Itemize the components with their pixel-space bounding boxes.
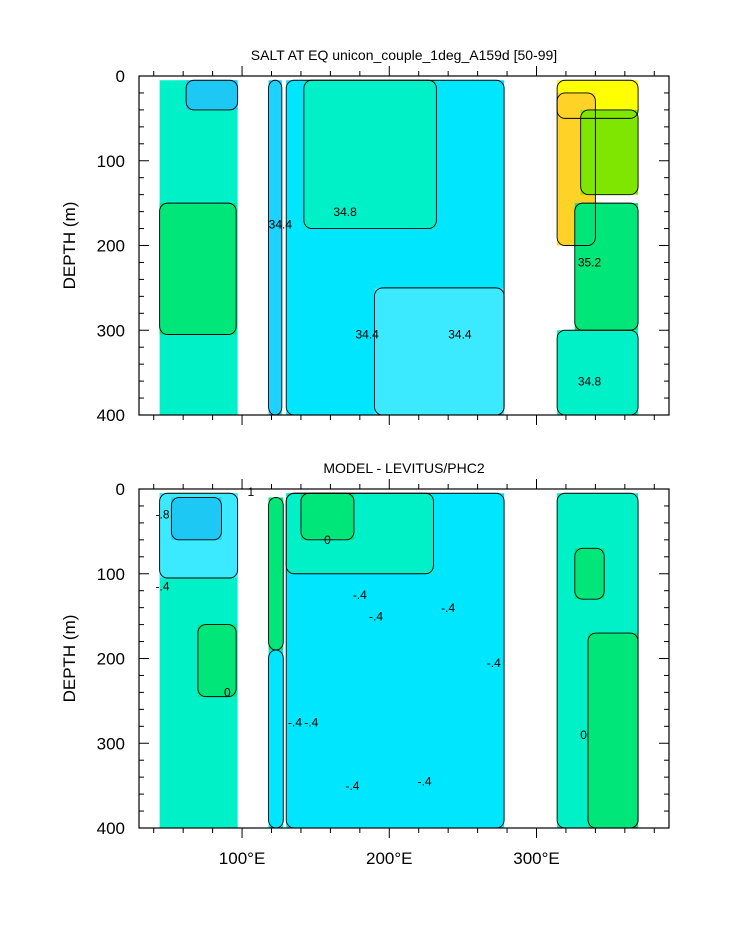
- panel-2-xtick-label-300: 300°E: [513, 849, 560, 868]
- panel-2-region-4: [197, 624, 237, 697]
- panel-2-region-12: [588, 633, 639, 828]
- panel-2-ytick-label-300: 300: [97, 734, 125, 753]
- panel-2-contour-label-5: -.4: [353, 588, 367, 602]
- panel-1-contour-label-4: 34.4: [448, 328, 472, 342]
- panel-2-xtick-label-100: 100°E: [219, 849, 266, 868]
- panel-1-ylabel: DEPTH (m): [60, 202, 79, 290]
- panel-1-ytick-label-200: 200: [97, 237, 125, 256]
- panel-2-contour-10: [574, 547, 605, 600]
- panel-2-contour-label-14: 1: [248, 485, 255, 499]
- panel-2-contour-7: [285, 492, 434, 575]
- panel-1-title: SALT AT EQ unicon_couple_1deg_A159d [50-…: [251, 47, 557, 63]
- panel-1-ytick-label-400: 400: [97, 406, 125, 425]
- panel-2-contour-label-3: 0: [224, 686, 231, 700]
- panel-2-region-11: [574, 548, 605, 600]
- panel-1-region-12: [557, 330, 639, 415]
- panel-2-ytick-label-400: 400: [97, 819, 125, 838]
- panel-1-ytick-label-0: 0: [116, 67, 125, 86]
- panel-2-contour-2: [170, 497, 222, 541]
- panel-1-contour-9: [580, 109, 639, 196]
- panel-2-contour-label-6: -.4: [369, 609, 383, 623]
- panel-2-contour-label-4: 0: [324, 533, 331, 547]
- panel-2-region-9: [300, 493, 354, 540]
- panel-2-region-5: [268, 497, 284, 651]
- panel-1-contour-label-5: 35.2: [578, 256, 602, 270]
- panel-1-region-6: [374, 287, 505, 415]
- panel-2-contour-label-10: -.4: [304, 715, 318, 729]
- panel-1-contour-1: [185, 79, 239, 111]
- panel-2-region-3: [171, 497, 222, 540]
- panel-1-contour-4: [303, 79, 437, 230]
- panel-1-contour-8: [556, 92, 596, 246]
- panel-1-region-7: [159, 203, 237, 335]
- panel-2-contour-label-9: -.4: [288, 715, 302, 729]
- panel-2-contour-label-11: -.4: [345, 779, 359, 793]
- panel-2-xtick-label-200: 200°E: [366, 849, 413, 868]
- panel-1-contour-6: [159, 202, 237, 335]
- panel-1-ytick-label-100: 100: [97, 152, 125, 171]
- panel-1-contour-label-2: 34.8: [333, 205, 357, 219]
- panel-1-contour-label-1: 34.4: [269, 218, 293, 232]
- panel-1-region-11: [574, 203, 639, 331]
- panel-1-ytick-label-300: 300: [97, 321, 125, 340]
- panel-2-contour-label-1: -.8: [156, 508, 170, 522]
- panel-2-ytick-label-0: 0: [116, 480, 125, 499]
- panel-2-contour-8: [300, 492, 355, 541]
- panel-2-contour-label-13: 0: [580, 728, 587, 742]
- panel-2-contour-label-2: -.4: [156, 580, 170, 594]
- panel-2-ytick-label-100: 100: [97, 565, 125, 584]
- panel-1-region-3: [268, 80, 282, 416]
- panel-1-region-5: [303, 80, 437, 229]
- panel-2-contour-3: [197, 624, 237, 698]
- panel-2-contour-1: [159, 492, 239, 579]
- panel-1-region-10: [580, 109, 639, 195]
- panel-1-region-2: [186, 80, 238, 110]
- panel-2-title: MODEL - LEVITUS/PHC2: [323, 460, 485, 476]
- panel-2-contour-label-8: -.4: [487, 656, 501, 670]
- panel-2-region-6: [268, 650, 284, 828]
- panel-2-contour-label-12: -.4: [418, 775, 432, 789]
- panel-1-contour-label-3: 34.4: [356, 328, 380, 342]
- panel-1-contour-label-6: 34.8: [578, 374, 602, 388]
- panel-2-contour-label-7: -.4: [441, 601, 455, 615]
- panel-2-ylabel: DEPTH (m): [60, 615, 79, 703]
- panel-2-ytick-label-200: 200: [97, 650, 125, 669]
